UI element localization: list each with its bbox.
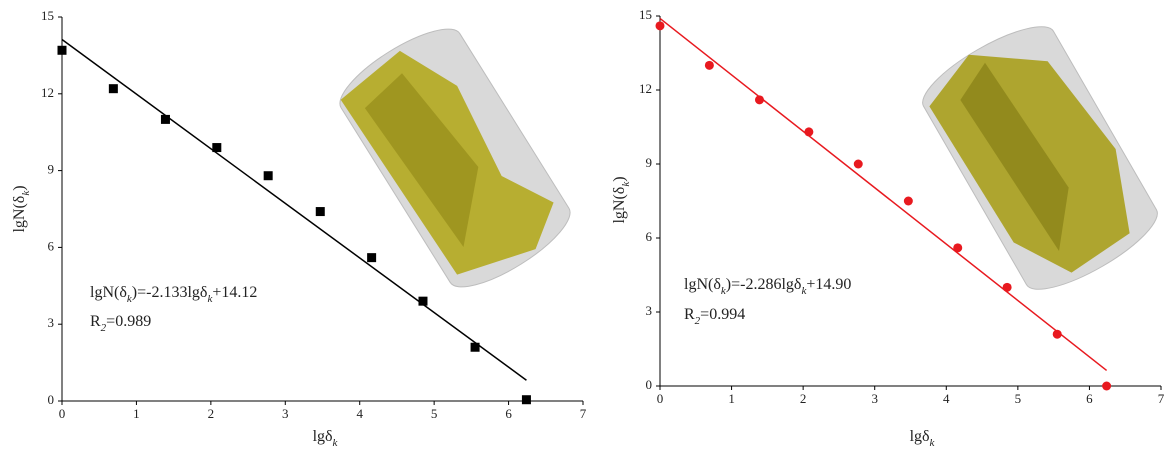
specimen-render	[329, 15, 580, 301]
text-part: =0.994	[700, 306, 745, 323]
text-part: lgN(δ	[611, 187, 628, 224]
y-tick-label: 9	[48, 162, 55, 177]
text-part: +14.90	[806, 276, 851, 293]
y-tick-label: 15	[41, 8, 54, 23]
y-tick-label: 15	[639, 7, 652, 22]
y-tick-label: 3	[646, 303, 653, 318]
x-tick-label: 6	[505, 406, 512, 421]
x-axis-label: lgδk	[910, 428, 936, 449]
y-axis-label: lgN(δk)	[611, 176, 632, 223]
x-tick-label: 7	[1158, 391, 1165, 406]
y-tick-label: 12	[639, 81, 652, 96]
point	[58, 46, 67, 55]
annotation: R2=0.994	[684, 306, 745, 327]
point	[705, 61, 714, 70]
x-tick-label: 5	[431, 406, 438, 421]
x-tick-label: 4	[356, 406, 363, 421]
text-part: R	[90, 313, 101, 330]
x-tick-label: 2	[208, 406, 215, 421]
y-tick-label: 3	[48, 315, 55, 330]
text-part: lgN(δ	[90, 284, 127, 301]
point	[264, 171, 273, 180]
point	[1102, 382, 1111, 391]
x-tick-label: 3	[871, 391, 878, 406]
point	[316, 207, 325, 216]
y-tick-label: 9	[646, 155, 653, 170]
y-tick-label: 6	[646, 229, 653, 244]
point	[367, 253, 376, 262]
x-tick-label: 6	[1086, 391, 1093, 406]
x-tick-label: 2	[800, 391, 807, 406]
y-tick-label: 0	[48, 392, 55, 407]
x-axis-label: lgδk	[313, 428, 339, 449]
text-part: )=-2.286lgδ	[726, 276, 802, 293]
y-tick-label: 0	[646, 377, 653, 392]
point	[109, 84, 118, 93]
text-part: lgδ	[910, 428, 930, 445]
text-part: =0.989	[106, 313, 151, 330]
text-part: +14.12	[212, 284, 257, 301]
x-tick-label: 1	[133, 406, 140, 421]
text-part: lgδ	[313, 428, 333, 445]
specimen-render	[913, 12, 1168, 304]
y-tick-label: 12	[41, 85, 54, 100]
point	[656, 21, 665, 30]
x-tick-label: 4	[943, 391, 950, 406]
annotation: lgN(δk)=-2.286lgδk+14.90	[684, 276, 851, 297]
text-part: k	[930, 437, 936, 449]
annotation: lgN(δk)=-2.133lgδk+14.12	[90, 284, 257, 305]
point	[522, 395, 531, 404]
text-part: k	[333, 437, 339, 449]
point	[904, 197, 913, 206]
x-tick-label: 3	[282, 406, 289, 421]
x-tick-label: 7	[580, 406, 587, 421]
text-part: )=-2.133lgδ	[132, 284, 208, 301]
text-part: )	[11, 185, 28, 190]
text-part: )	[611, 176, 628, 181]
annotation: R2=0.989	[90, 313, 151, 334]
x-tick-label: 5	[1015, 391, 1022, 406]
text-part: lgN(δ	[11, 196, 28, 233]
y-tick-label: 6	[48, 238, 55, 253]
x-tick-label: 0	[59, 406, 66, 421]
text-part: lgN(δ	[684, 276, 721, 293]
text-part: R	[684, 306, 695, 323]
x-tick-label: 0	[657, 391, 664, 406]
point	[854, 160, 863, 169]
x-tick-label: 1	[728, 391, 735, 406]
y-axis-label: lgN(δk)	[11, 185, 32, 232]
figure: 0123456703691215lgδklgN(δk)lgN(δk)=-2.13…	[0, 0, 1172, 451]
